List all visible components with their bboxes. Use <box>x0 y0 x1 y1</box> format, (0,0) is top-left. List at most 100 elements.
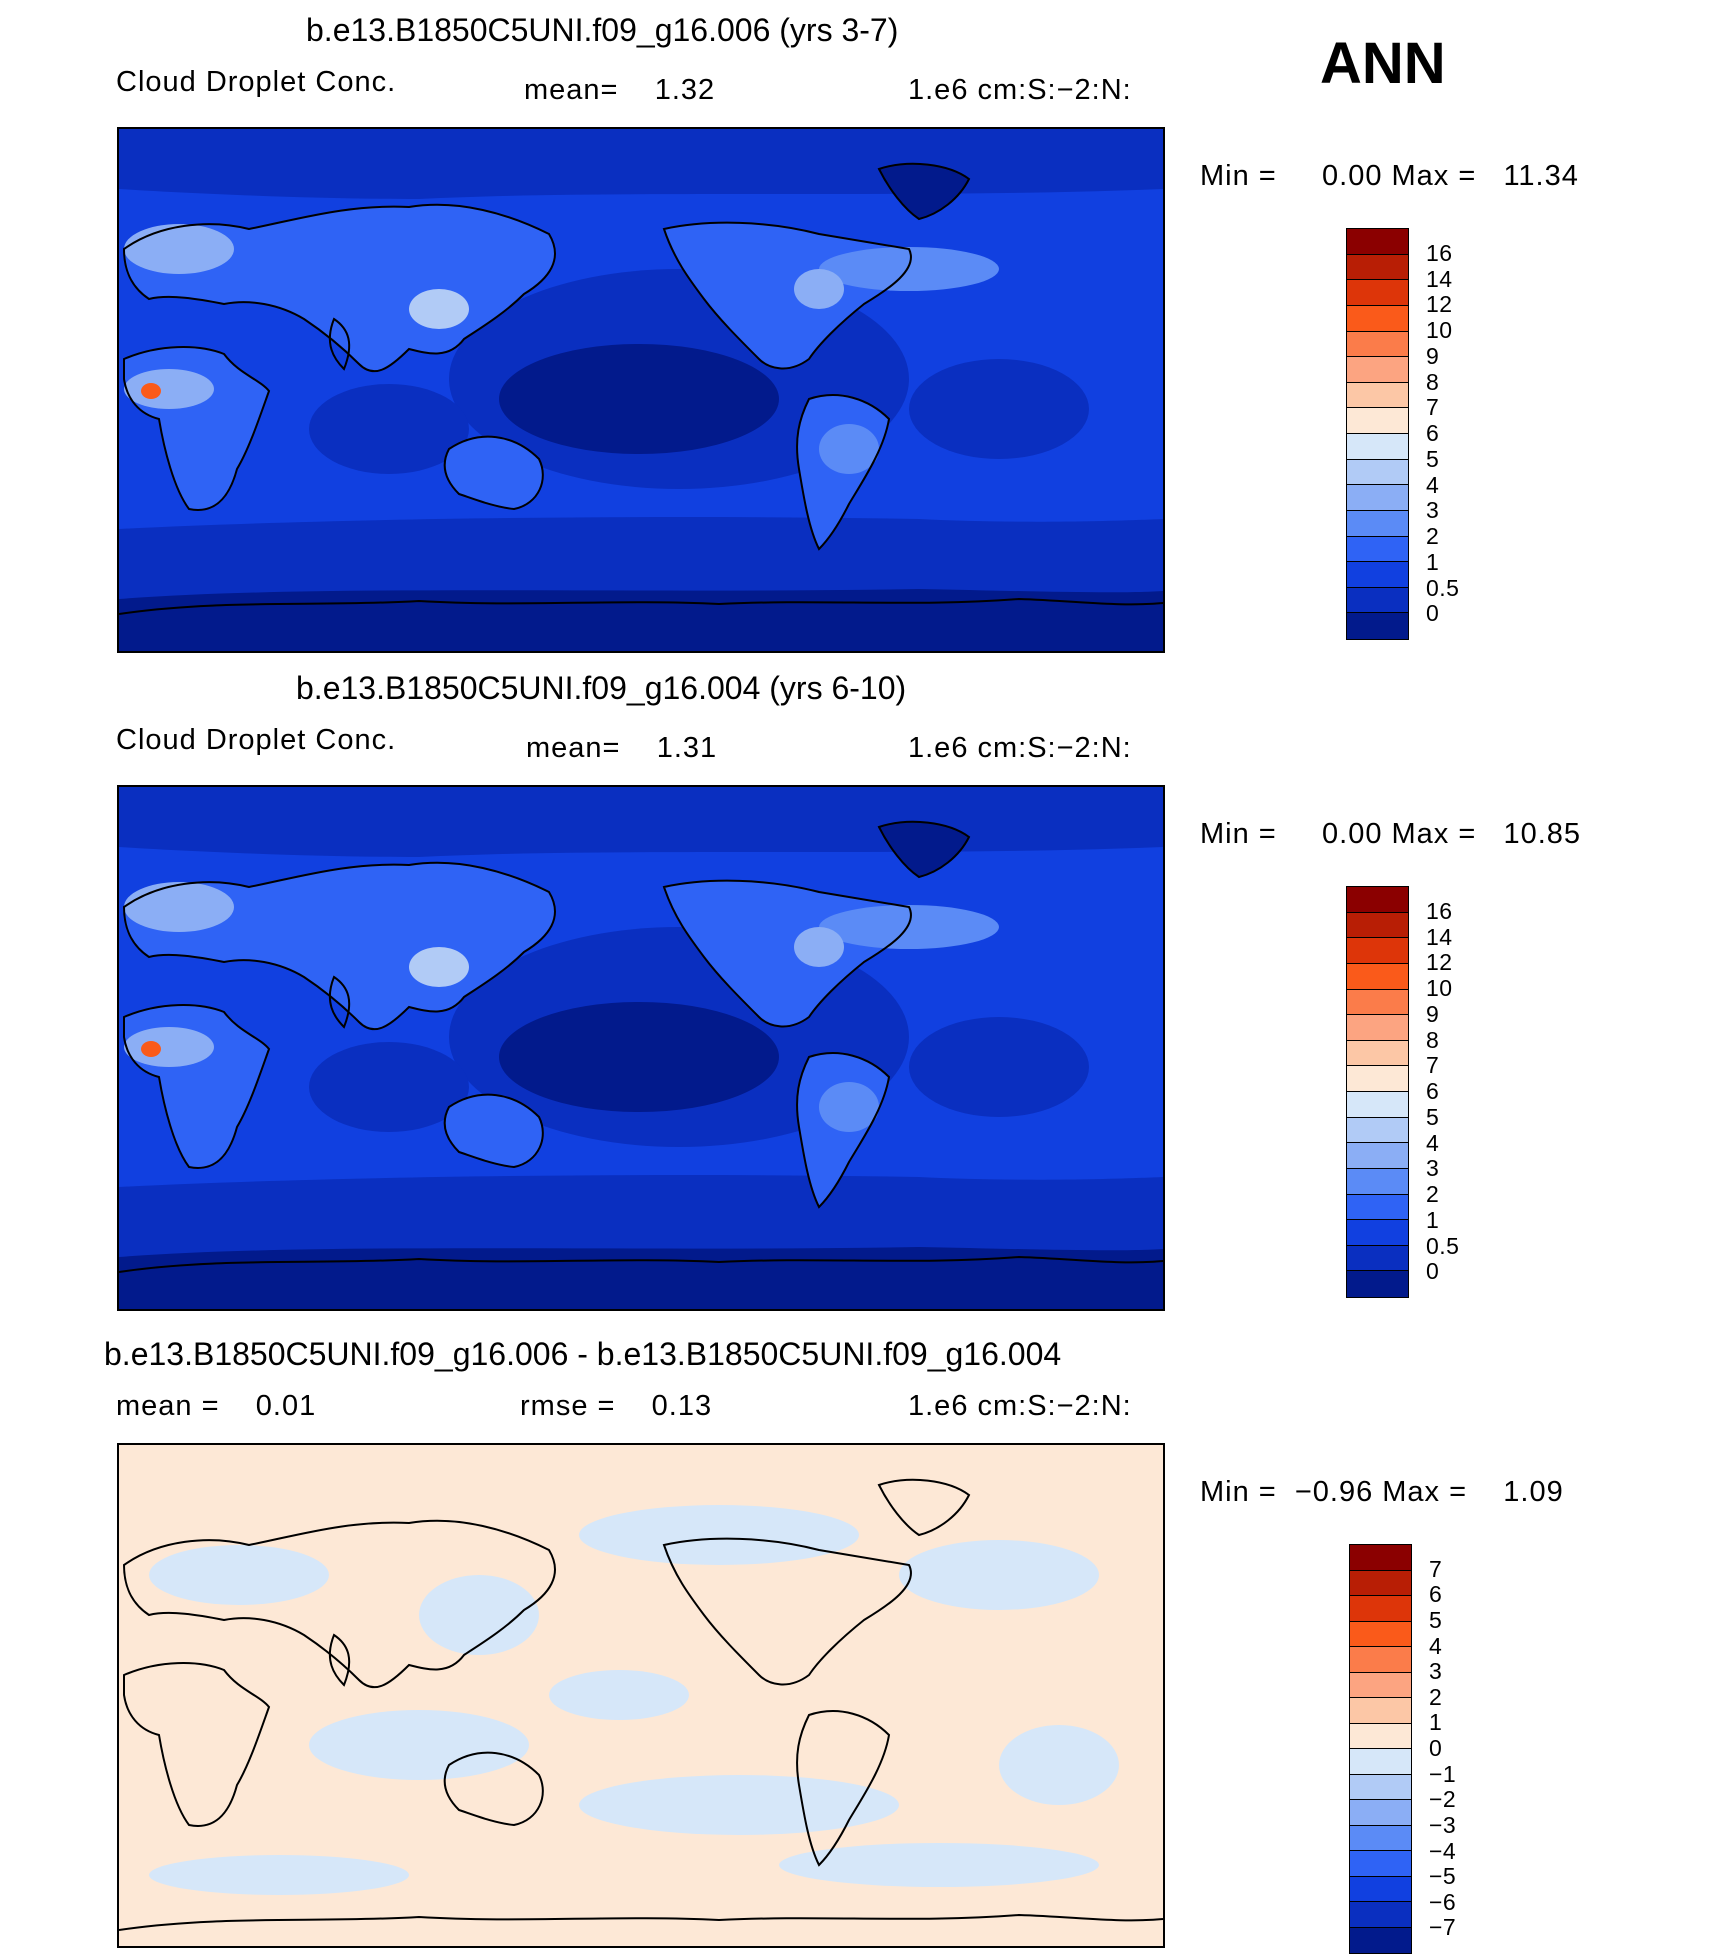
colorbar-tick-label: 4 <box>1426 1129 1440 1156</box>
colorbar-tick-label: 0 <box>1429 1735 1443 1761</box>
colorbar-swatch <box>1350 1851 1411 1877</box>
colorbar-tick-label: 3 <box>1426 497 1440 524</box>
colorbar-swatch <box>1350 1800 1411 1826</box>
colorbar-swatch <box>1350 1545 1411 1571</box>
colorbar-tick-label: 8 <box>1426 1026 1440 1053</box>
colorbar-swatch <box>1347 963 1408 990</box>
colorbar-tick-label: 14 <box>1426 265 1453 292</box>
units-label: 1.e6 cm:S:−2:N: <box>908 1390 1132 1422</box>
colorbar-swatch <box>1347 1092 1408 1118</box>
colorbar-tick-label: 1 <box>1429 1709 1443 1736</box>
colorbar-tick-label: 12 <box>1426 949 1453 976</box>
panel-title: b.e13.B1850C5UNI.f09_g16.006 (yrs 3-7) <box>306 12 899 48</box>
coastline <box>796 1052 891 1209</box>
colorbar-swatch <box>1347 536 1408 563</box>
colorbar-swatch <box>1347 280 1408 306</box>
coastline <box>122 861 556 1031</box>
colorbar-swatch <box>1347 485 1408 511</box>
colorbar-swatch <box>1347 1271 1408 1297</box>
coastline <box>119 1255 1163 1273</box>
colorbar-swatch <box>1347 254 1408 281</box>
colorbar-tick-label: 0.5 <box>1426 574 1460 601</box>
colorbar-tick-label: 2 <box>1429 1683 1443 1710</box>
colorbar-tick-label: 0 <box>1426 600 1440 627</box>
coastline <box>662 879 912 1028</box>
colorbar-tick-label: −7 <box>1429 1914 1457 1941</box>
colorbar-tick-label: 7 <box>1426 394 1440 421</box>
units-label: 1.e6 cm:S:−2:N: <box>908 732 1132 764</box>
colorbar-swatch <box>1347 1015 1408 1041</box>
colorbar-swatch <box>1350 1672 1411 1698</box>
coastline <box>328 1633 351 1687</box>
colorbar-swatch <box>1347 1117 1408 1144</box>
colorbar-tick-label: 5 <box>1429 1606 1443 1633</box>
coastline <box>877 162 971 221</box>
colorbar-tick-label: 7 <box>1426 1052 1440 1079</box>
colorbar-tick-label: 9 <box>1426 1000 1440 1027</box>
colorbar <box>1346 886 1409 1298</box>
world-map-svg <box>119 787 1163 1309</box>
coastline <box>877 820 971 879</box>
colorbar-tick-label: 3 <box>1429 1658 1443 1685</box>
colorbar-tick-label: −6 <box>1429 1888 1457 1915</box>
colorbar-tick-label: 4 <box>1426 471 1440 498</box>
colorbar-tick-label: 5 <box>1426 445 1440 472</box>
colorbar-swatch <box>1347 1168 1408 1195</box>
panel-title: b.e13.B1850C5UNI.f09_g16.004 (yrs 6-10) <box>296 670 907 706</box>
colorbar-tick-label: 2 <box>1426 523 1440 549</box>
colorbar-tick-label: 0.5 <box>1426 1232 1460 1259</box>
colorbar-tick-label: 2 <box>1426 1181 1440 1207</box>
world-map-svg <box>119 1445 1163 1946</box>
colorbar-tick-label: 3 <box>1426 1155 1440 1182</box>
colorbar-swatch <box>1347 331 1408 358</box>
colorbar-tick-label: 16 <box>1426 239 1453 266</box>
colorbar-tick-label: 12 <box>1426 291 1453 318</box>
colorbar-tick-label: 14 <box>1426 923 1453 950</box>
colorbar-swatch <box>1347 1040 1408 1067</box>
coastline <box>662 1537 912 1686</box>
min-max-label: Min = −0.96 Max = 1.09 <box>1200 1476 1564 1508</box>
coastline <box>123 346 271 511</box>
colorbar-tick-label: 9 <box>1426 342 1440 369</box>
coastline <box>877 1478 971 1537</box>
colorbar-tick-label: −2 <box>1429 1786 1457 1813</box>
colorbar-swatch <box>1350 1596 1411 1622</box>
colorbar-swatch <box>1347 1220 1408 1246</box>
colorbar-swatch <box>1347 1245 1408 1272</box>
mean-label: mean = 0.01 <box>116 1390 317 1422</box>
mean-label: mean= 1.31 <box>526 732 718 764</box>
colorbar-tick-label: −1 <box>1429 1760 1457 1787</box>
world-map-svg <box>119 129 1163 651</box>
coastline <box>328 975 351 1029</box>
coastline <box>123 1662 271 1827</box>
field-name-label: Cloud Droplet Conc. <box>116 724 397 756</box>
colorbar-tick-label: −3 <box>1429 1811 1457 1838</box>
units-label: 1.e6 cm:S:−2:N: <box>908 74 1132 106</box>
coastline <box>328 317 351 371</box>
coastline <box>796 394 891 551</box>
colorbar-tick-label: 16 <box>1426 897 1453 924</box>
colorbar-swatch <box>1347 357 1408 383</box>
coastline <box>119 1913 1163 1931</box>
colorbar-swatch <box>1347 887 1408 913</box>
colorbar-tick-label: 1 <box>1426 548 1440 575</box>
colorbar-tick-label: 5 <box>1426 1103 1440 1130</box>
colorbar-swatch <box>1347 459 1408 486</box>
colorbar-tick-label: 7 <box>1429 1555 1443 1582</box>
coastline <box>122 1519 556 1689</box>
colorbar-swatch <box>1347 434 1408 460</box>
min-max-label: Min = 0.00 Max = 11.34 <box>1200 160 1579 192</box>
colorbar-swatch <box>1350 1876 1411 1902</box>
colorbar-tick-label: 6 <box>1426 1078 1440 1104</box>
colorbar-swatch <box>1347 408 1408 434</box>
panel-title: b.e13.B1850C5UNI.f09_g16.006 - b.e13.B18… <box>104 1336 1062 1372</box>
coastline <box>443 435 544 511</box>
colorbar-swatch <box>1350 1927 1411 1953</box>
colorbar-swatch <box>1347 1194 1408 1221</box>
colorbar-swatch <box>1350 1749 1411 1775</box>
colorbar-swatch <box>1347 1066 1408 1092</box>
colorbar-swatch <box>1347 510 1408 537</box>
colorbar-swatch <box>1347 587 1408 614</box>
colorbar-swatch <box>1350 1902 1411 1928</box>
coastline <box>119 597 1163 615</box>
